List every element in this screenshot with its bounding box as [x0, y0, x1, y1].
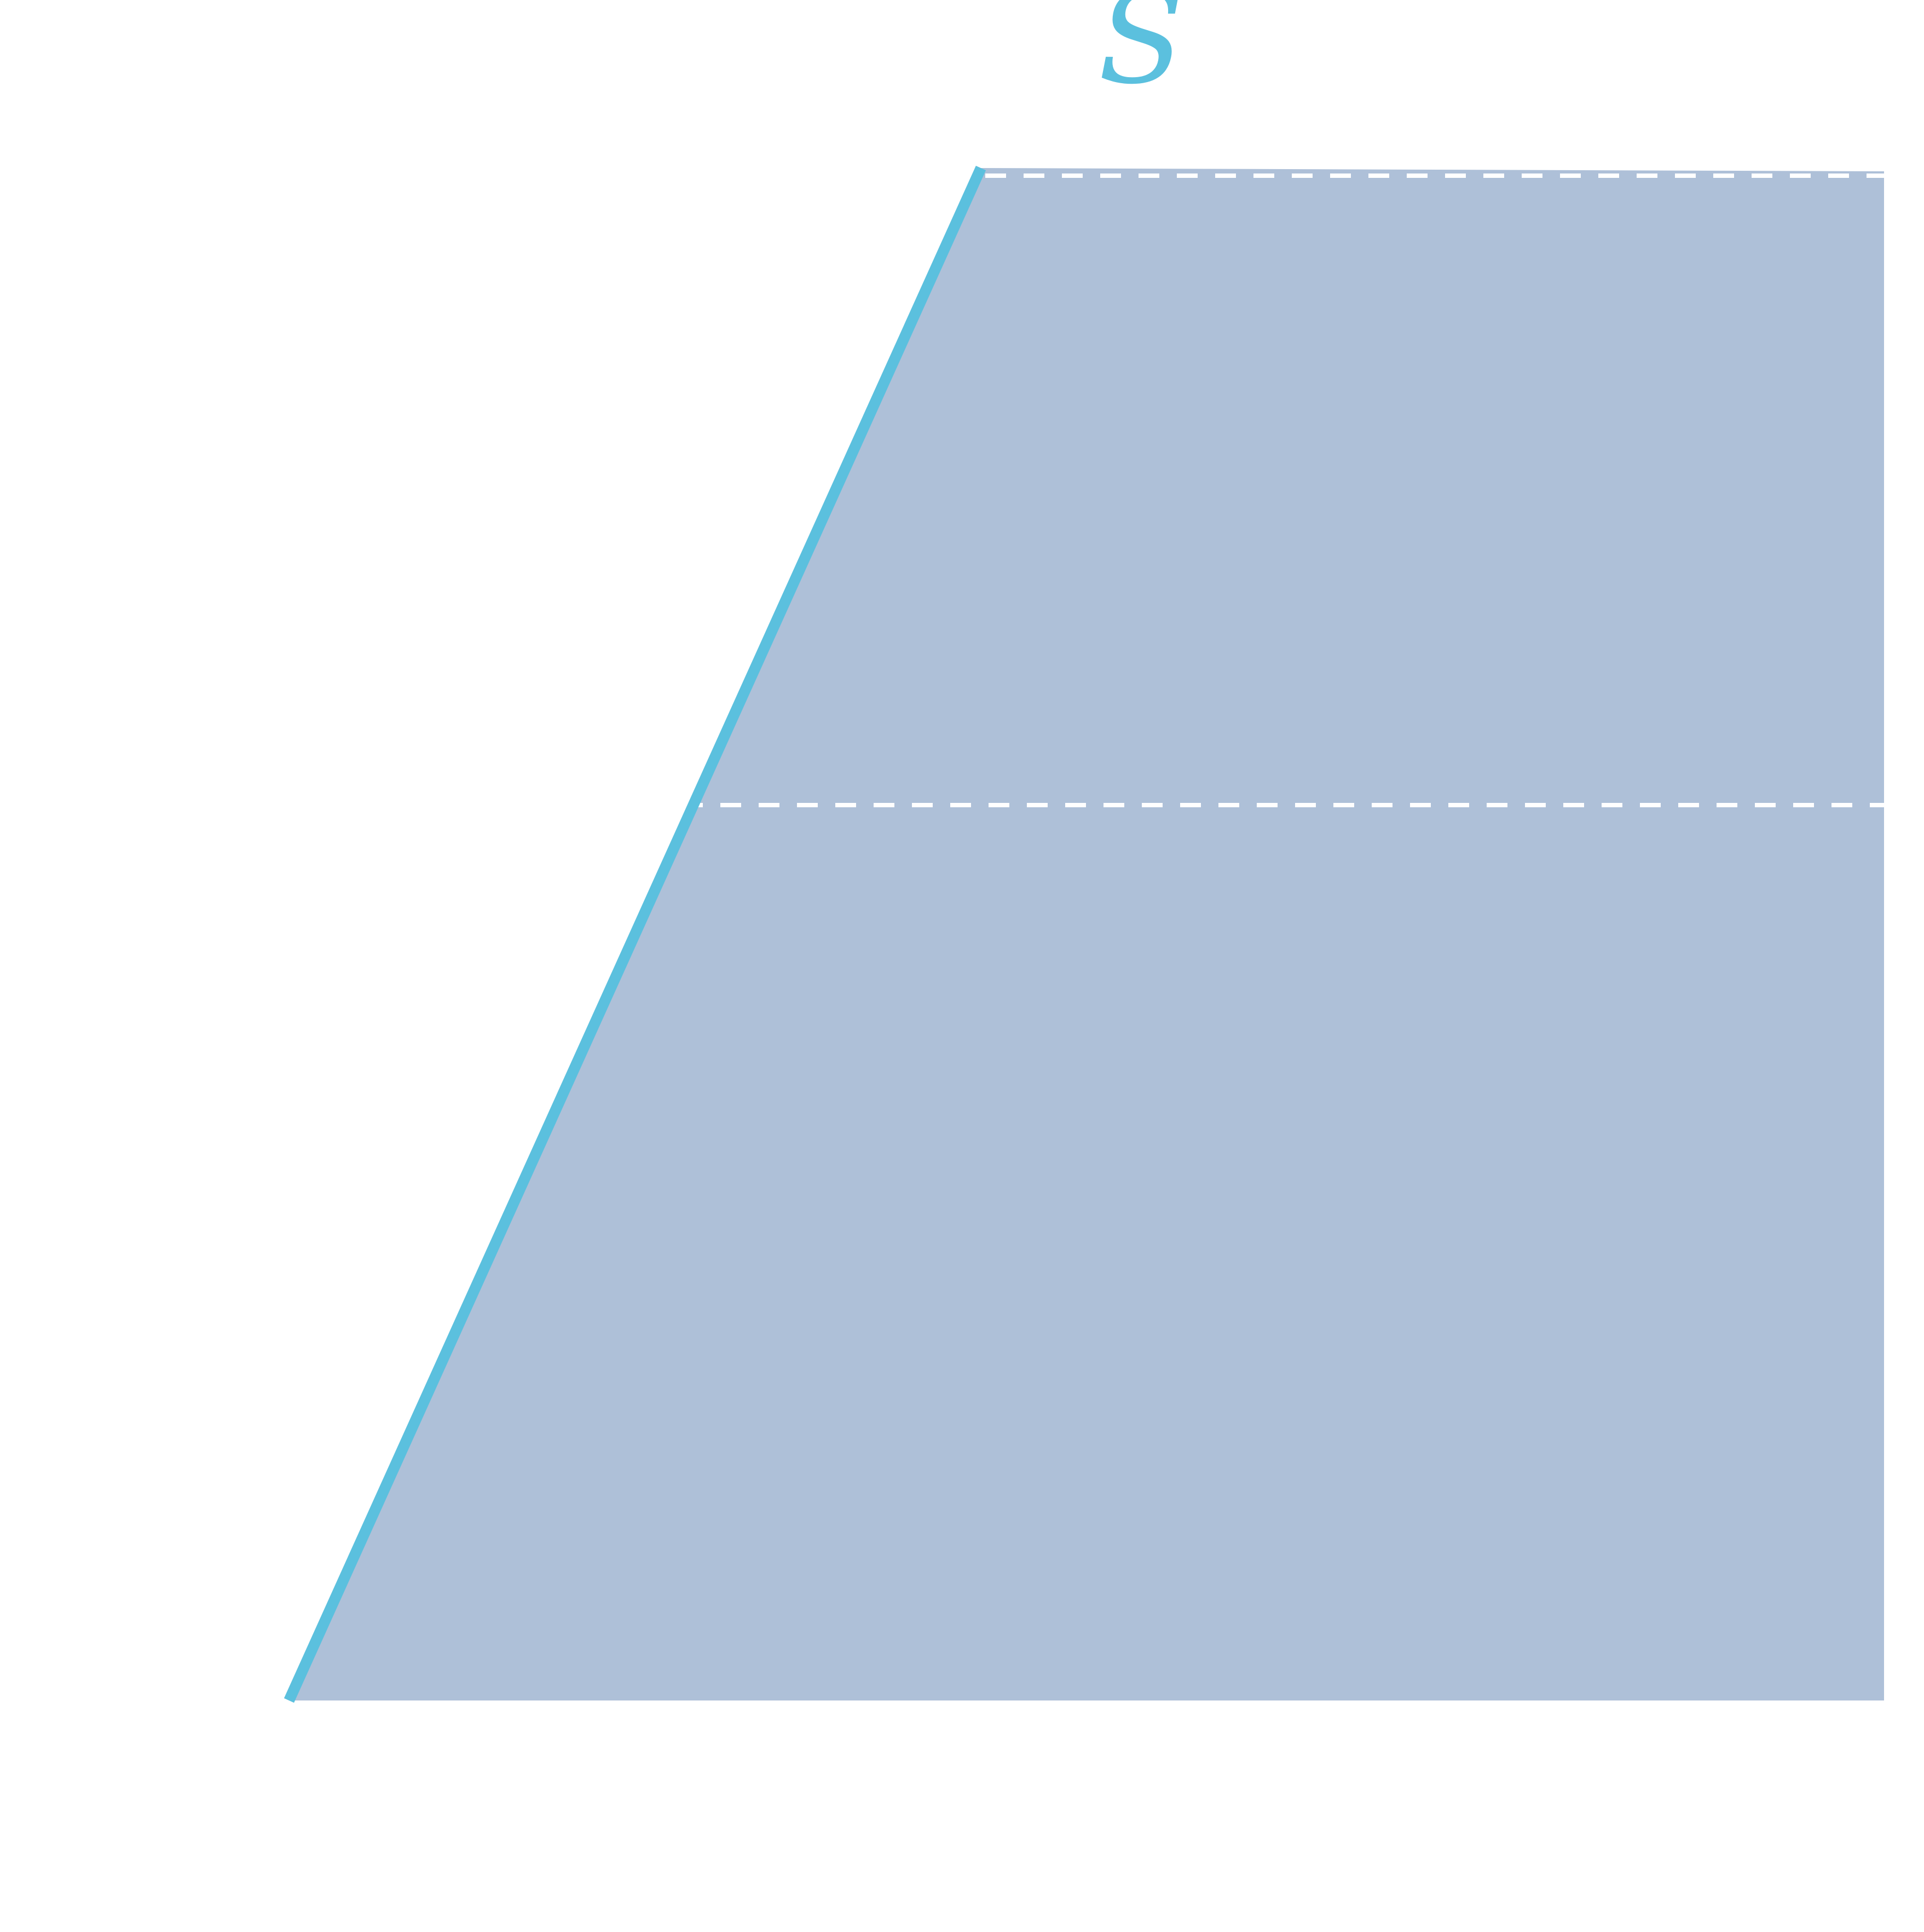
curve-label: S [1098, 0, 1185, 112]
shaded-region [291, 168, 1884, 1700]
curve-s [284, 165, 986, 1703]
